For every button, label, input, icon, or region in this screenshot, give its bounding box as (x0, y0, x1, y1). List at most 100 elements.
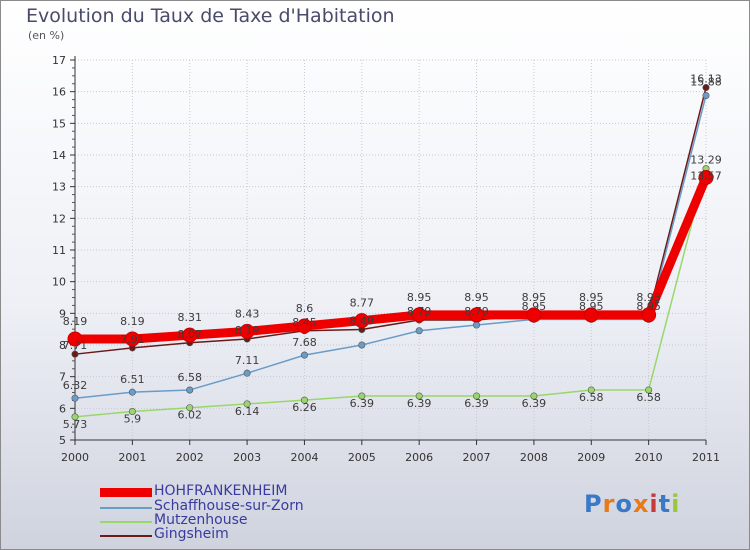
data-point (415, 327, 423, 335)
proxiti-logo: Proxiti (584, 490, 681, 518)
data-label: 6.39 (350, 397, 375, 410)
data-point (702, 84, 710, 92)
data-point (239, 323, 255, 339)
y-tick-label: 7 (59, 371, 66, 384)
legend-swatch-gingsheim (100, 535, 152, 537)
x-tick-label: 2006 (405, 451, 433, 464)
data-label: 8.79 (407, 305, 432, 318)
data-label: 8.95 (636, 291, 661, 304)
data-point (530, 392, 538, 400)
y-tick-label: 12 (52, 212, 66, 225)
data-point (358, 341, 366, 349)
data-label: 8.79 (464, 305, 489, 318)
data-label: 8.19 (63, 315, 88, 328)
data-point (354, 313, 370, 329)
x-tick-label: 2010 (635, 451, 663, 464)
y-tick-label: 10 (52, 276, 66, 289)
data-point (71, 350, 79, 358)
data-point (243, 369, 251, 377)
y-tick-label: 8 (59, 339, 66, 352)
data-label: 16.13 (690, 73, 722, 86)
data-label: 5.73 (63, 418, 88, 431)
data-point (587, 386, 595, 394)
data-label: 8.49 (350, 314, 375, 327)
data-label: 8.43 (235, 307, 260, 320)
data-point (641, 307, 657, 323)
data-label: 8.95 (464, 291, 489, 304)
data-label: 8.07 (177, 328, 202, 341)
data-label: 6.58 (636, 391, 661, 404)
data-point (702, 91, 710, 99)
data-label: 8.95 (636, 300, 661, 313)
legend-item-mutzenhouse: Mutzenhouse (100, 512, 360, 529)
data-label: 8.95 (522, 300, 547, 313)
data-point (415, 392, 423, 400)
data-point (296, 318, 312, 334)
legend-swatch-mutzenhouse (100, 521, 152, 523)
data-label: 6.39 (464, 397, 489, 410)
data-point (411, 307, 427, 323)
data-label: 8.95 (579, 300, 604, 313)
legend-swatch-schaffhouse (100, 507, 152, 509)
data-label: 8.31 (177, 311, 202, 324)
data-label: 13.29 (690, 153, 722, 166)
data-label: 8.77 (350, 297, 375, 310)
data-label: 13.57 (690, 170, 722, 183)
legend-label-schaffhouse: Schaffhouse-sur-Zorn (154, 498, 304, 514)
y-tick-label: 9 (59, 307, 66, 320)
data-label: 8.95 (407, 291, 432, 304)
legend-item-hohfrankenheim: HOHFRANKENHEIM (100, 483, 360, 500)
y-tick-label: 14 (52, 149, 66, 162)
data-label: 7.91 (120, 333, 145, 346)
data-label: 8.19 (235, 324, 260, 337)
data-label: 8.6 (296, 302, 314, 315)
data-label: 8.45 (292, 316, 317, 329)
series-line-schaffhouse-sur-zorn (74, 94, 707, 399)
data-point (526, 307, 542, 323)
data-point (124, 331, 140, 347)
data-label: 8.19 (120, 315, 145, 328)
x-tick-label: 2000 (61, 451, 89, 464)
legend-label-hohfrankenheim: HOHFRANKENHEIM (154, 483, 288, 499)
data-point (67, 331, 83, 347)
chart-subtitle: (en %) (28, 29, 65, 42)
data-label: 6.02 (177, 409, 202, 422)
data-point (182, 327, 198, 343)
data-point (583, 307, 599, 323)
data-point (186, 404, 194, 412)
data-point (645, 386, 653, 394)
data-label: 8.95 (579, 291, 604, 304)
x-tick-label: 2005 (348, 451, 376, 464)
data-label: 15.88 (690, 75, 722, 88)
data-point (71, 413, 79, 421)
series-line-mutzenhouse (74, 167, 707, 418)
data-label: 6.58 (177, 371, 202, 384)
y-tick-label: 11 (52, 244, 66, 257)
x-tick-label: 2009 (577, 451, 605, 464)
data-point (469, 307, 485, 323)
y-tick-label: 17 (52, 54, 66, 67)
data-label: 6.14 (235, 405, 260, 418)
y-tick-label: 15 (52, 117, 66, 130)
data-point (358, 392, 366, 400)
y-tick-label: 16 (52, 86, 66, 99)
data-label: 6.26 (292, 401, 317, 414)
data-point (698, 169, 714, 185)
data-point (128, 407, 136, 415)
data-label: 6.58 (579, 391, 604, 404)
data-point (243, 400, 251, 408)
data-label: 8.95 (522, 291, 547, 304)
y-tick-label: 6 (59, 402, 66, 415)
x-tick-label: 2007 (463, 451, 491, 464)
data-label: 6.39 (522, 397, 547, 410)
data-label: 6.51 (120, 373, 145, 386)
y-tick-label: 5 (59, 434, 66, 447)
data-point (300, 351, 308, 359)
x-tick-label: 2011 (692, 451, 720, 464)
legend-item-schaffhouse: Schaffhouse-sur-Zorn (100, 498, 360, 515)
series-line-hohfrankenheim (70, 172, 711, 344)
x-tick-label: 2002 (176, 451, 204, 464)
data-label: 7.68 (292, 336, 317, 349)
data-label: 7.11 (235, 354, 260, 367)
